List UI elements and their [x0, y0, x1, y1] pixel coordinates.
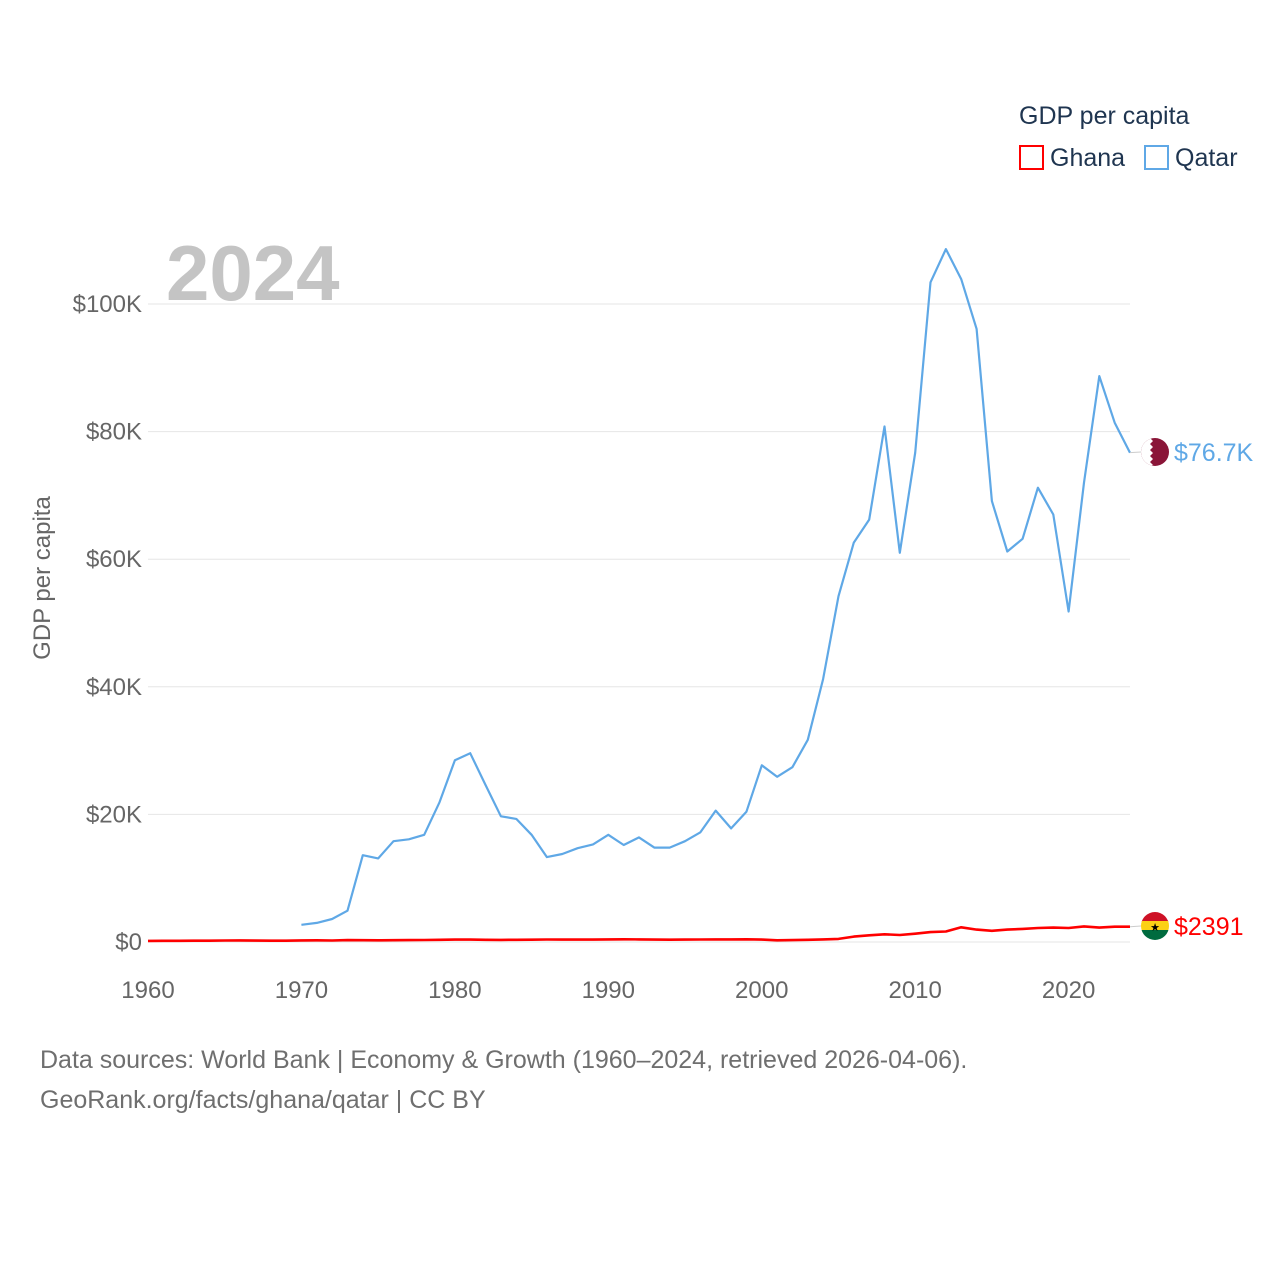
end-connector-qatar — [1129, 451, 1142, 454]
x-axis-ticks: 1960 1970 1980 1990 2000 2010 2020 — [121, 977, 1095, 1004]
highlight-year-label: 2024 — [166, 229, 340, 317]
y-tick-label: $0 — [115, 929, 142, 956]
legend-label-qatar[interactable]: Qatar — [1175, 144, 1238, 172]
data-source-note: Data sources: World Bank | Economy & Gro… — [40, 1046, 968, 1074]
x-tick-label: 2020 — [1042, 977, 1095, 1004]
grid-lines — [148, 303, 1130, 943]
series-line-qatar[interactable] — [301, 248, 1131, 926]
source-link[interactable]: GeoRank.org/facts/ghana/qatar | CC BY — [40, 1086, 486, 1114]
series-lines — [147, 248, 1131, 943]
series-line-ghana[interactable] — [147, 925, 1130, 943]
end-markers — [1129, 451, 1142, 928]
legend-swatch-ghana[interactable] — [1019, 145, 1044, 170]
x-tick-label: 2000 — [735, 977, 788, 1004]
y-tick-label: $40K — [86, 674, 142, 701]
y-axis-ticks: $0 $20K $40K $60K $80K $100K — [73, 291, 142, 956]
end-value-label-qatar: $76.7K — [1174, 439, 1254, 467]
end-labels: $2391 $76.7K — [1174, 439, 1254, 941]
x-tick-label: 1980 — [428, 977, 481, 1004]
y-tick-label: $100K — [73, 291, 142, 318]
legend: GDP per capita Ghana Qatar — [1019, 102, 1238, 172]
x-tick-label: 1970 — [275, 977, 328, 1004]
x-tick-label: 1960 — [121, 977, 174, 1004]
x-tick-label: 1990 — [582, 977, 635, 1004]
y-tick-label: $20K — [86, 801, 142, 828]
y-tick-label: $80K — [86, 419, 142, 446]
legend-title: GDP per capita — [1019, 102, 1190, 130]
ghana-flag-icon: ★ — [1141, 912, 1169, 940]
svg-text:★: ★ — [1150, 922, 1160, 934]
gdp-line-chart: GDP per capita Ghana Qatar 2024 GDP per … — [29, 102, 1254, 1004]
legend-label-ghana[interactable]: Ghana — [1050, 144, 1125, 172]
footer: Data sources: World Bank | Economy & Gro… — [40, 1040, 967, 1120]
x-tick-label: 2010 — [888, 977, 941, 1004]
qatar-flag-icon — [1141, 438, 1169, 466]
legend-swatch-qatar[interactable] — [1144, 145, 1169, 170]
end-value-label-ghana: $2391 — [1174, 913, 1244, 941]
y-tick-label: $60K — [86, 546, 142, 573]
y-axis-title: GDP per capita — [29, 496, 56, 660]
end-connector-ghana — [1129, 925, 1142, 928]
